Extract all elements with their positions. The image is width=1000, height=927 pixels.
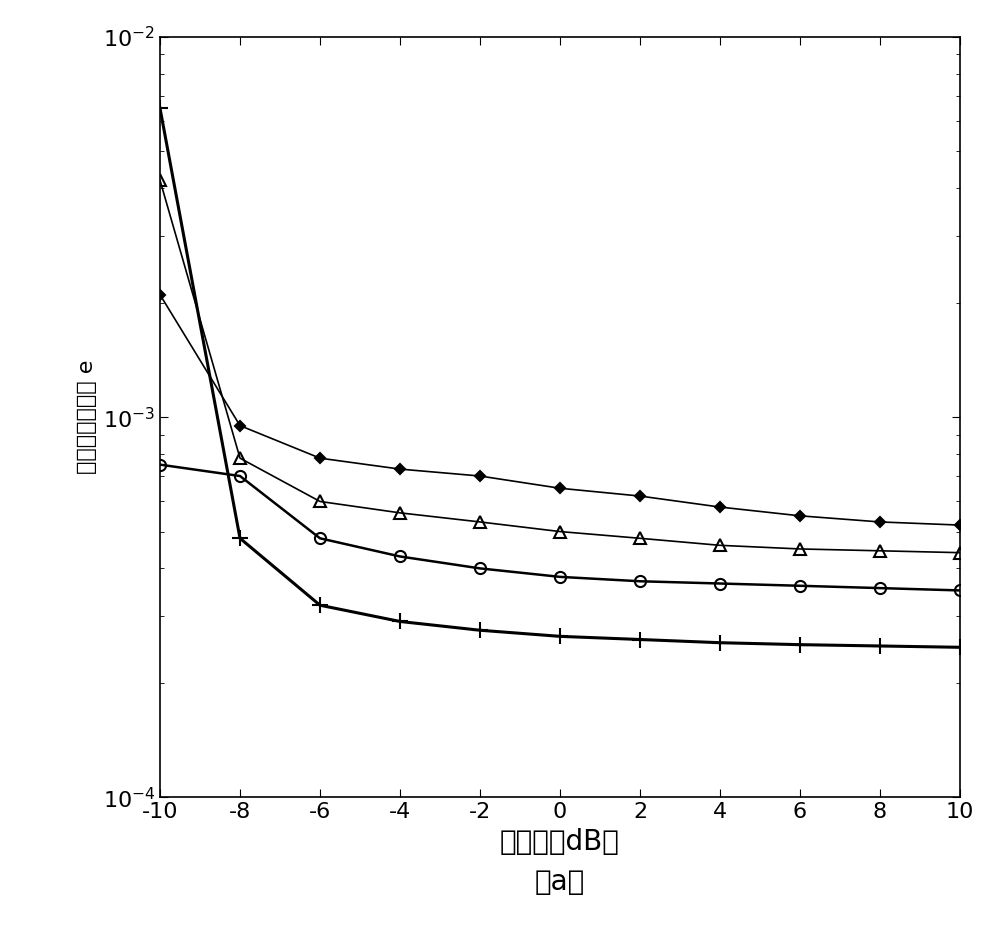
Y-axis label: 跳周期估计误差 e: 跳周期估计误差 e — [77, 360, 97, 475]
Text: （a）: （a） — [535, 868, 585, 895]
X-axis label: 信噪比（dB）: 信噪比（dB） — [500, 828, 620, 856]
